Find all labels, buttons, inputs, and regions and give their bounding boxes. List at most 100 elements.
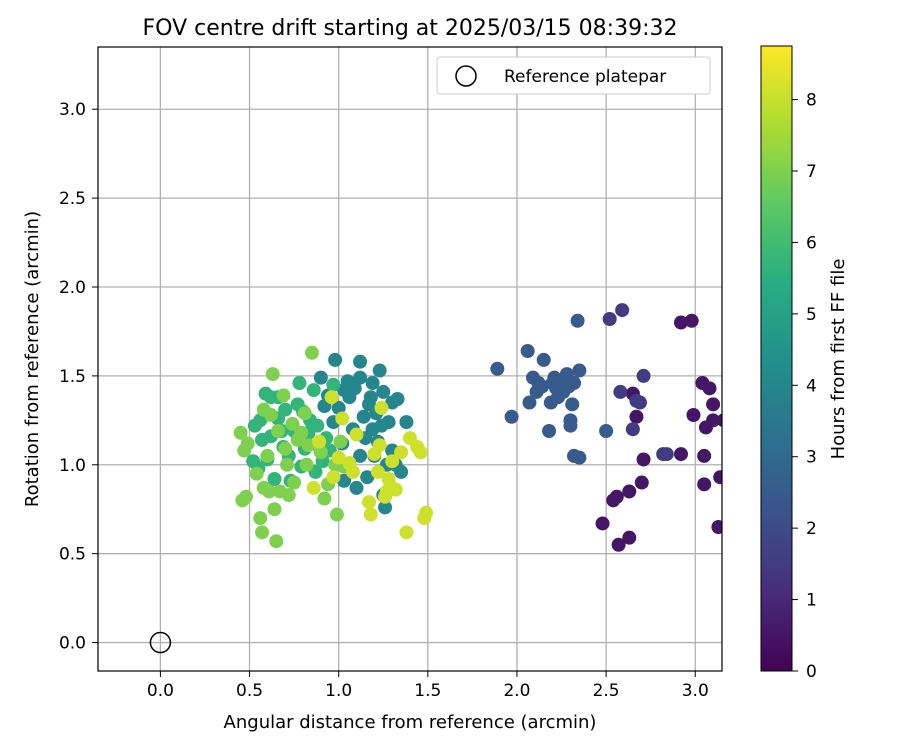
x-tick-label: 1.5 bbox=[414, 681, 441, 701]
x-tick-label: 0.5 bbox=[236, 681, 263, 701]
data-point bbox=[522, 395, 537, 410]
x-tick-label: 3.0 bbox=[682, 681, 709, 701]
data-point bbox=[312, 434, 327, 449]
data-point bbox=[324, 390, 339, 405]
data-point bbox=[636, 368, 651, 383]
data-point bbox=[353, 354, 368, 369]
colorbar-tick-label: 4 bbox=[806, 376, 817, 396]
colorbar-tick-label: 8 bbox=[806, 91, 817, 111]
data-point bbox=[636, 452, 651, 467]
data-point bbox=[599, 424, 614, 438]
data-point bbox=[385, 454, 400, 469]
data-point bbox=[285, 416, 300, 431]
data-point bbox=[365, 376, 380, 390]
data-point bbox=[287, 475, 302, 490]
data-point bbox=[609, 489, 624, 504]
colorbar-ticks: 0 1 2 3 4 5 6 7 8 bbox=[792, 91, 817, 682]
data-point bbox=[565, 397, 580, 412]
data-point bbox=[255, 432, 270, 447]
data-point bbox=[698, 420, 713, 435]
data-point bbox=[611, 537, 626, 552]
data-point bbox=[262, 484, 277, 499]
plot-frame bbox=[97, 46, 723, 672]
data-point bbox=[370, 464, 385, 479]
data-point bbox=[249, 466, 264, 481]
colorbar: 0 1 2 3 4 5 6 7 8 Hours from first FF file bbox=[760, 45, 849, 682]
data-point bbox=[378, 500, 393, 515]
data-point bbox=[267, 472, 282, 486]
data-point bbox=[269, 534, 284, 549]
data-point bbox=[331, 450, 346, 465]
data-point bbox=[419, 505, 434, 520]
data-point bbox=[299, 457, 314, 472]
data-point bbox=[613, 384, 628, 399]
data-point bbox=[292, 376, 307, 390]
data-point bbox=[399, 525, 414, 540]
data-point bbox=[556, 384, 571, 399]
data-point bbox=[372, 363, 387, 378]
data-point bbox=[490, 361, 505, 376]
data-point bbox=[306, 480, 321, 495]
y-tick-label: 3.0 bbox=[59, 100, 86, 120]
data-point bbox=[542, 424, 557, 438]
grid-lines bbox=[98, 47, 722, 671]
colorbar-tick-label: 1 bbox=[806, 591, 817, 611]
legend-box bbox=[436, 56, 711, 95]
x-tick-label: 2.5 bbox=[593, 681, 620, 701]
data-point bbox=[240, 436, 255, 451]
data-point bbox=[536, 352, 551, 367]
data-point bbox=[629, 393, 644, 408]
data-point bbox=[356, 409, 371, 424]
y-tick-label: 0.5 bbox=[59, 545, 86, 565]
data-point bbox=[374, 400, 389, 415]
data-point bbox=[622, 530, 637, 545]
data-point bbox=[702, 381, 717, 396]
data-point bbox=[265, 367, 280, 382]
data-point bbox=[686, 408, 701, 422]
data-point bbox=[374, 418, 389, 433]
data-point bbox=[595, 516, 610, 531]
data-point bbox=[625, 422, 640, 437]
data-point bbox=[673, 315, 688, 330]
data-point bbox=[390, 392, 405, 406]
y-axis-ticks: 0.0 0.5 1.0 1.5 2.0 2.5 3.0 bbox=[59, 100, 98, 654]
data-point bbox=[379, 484, 394, 499]
data-point bbox=[256, 402, 271, 417]
data-point bbox=[394, 464, 409, 479]
y-tick-label: 0.0 bbox=[59, 634, 86, 654]
data-point bbox=[572, 450, 587, 465]
colorbar-tick-label: 2 bbox=[806, 519, 817, 539]
data-point bbox=[337, 473, 352, 488]
data-point bbox=[326, 470, 341, 485]
data-point bbox=[247, 418, 262, 433]
data-point bbox=[353, 448, 368, 463]
data-point bbox=[697, 477, 712, 492]
data-point bbox=[297, 406, 312, 421]
data-point bbox=[335, 411, 350, 426]
data-point bbox=[278, 402, 293, 417]
data-point bbox=[349, 427, 364, 442]
data-point bbox=[313, 370, 328, 385]
data-point bbox=[276, 388, 291, 403]
y-tick-label: 2.5 bbox=[59, 189, 86, 209]
data-point bbox=[304, 345, 319, 360]
data-point bbox=[294, 425, 309, 440]
data-point bbox=[394, 445, 409, 460]
legend-entry-reference: Reference platepar bbox=[504, 67, 666, 87]
x-tick-label: 2.0 bbox=[503, 681, 530, 701]
y-tick-label: 1.5 bbox=[59, 367, 86, 387]
data-point bbox=[342, 390, 357, 405]
data-point bbox=[372, 438, 387, 453]
data-point bbox=[329, 507, 344, 522]
data-point bbox=[260, 448, 275, 463]
data-point bbox=[547, 370, 562, 385]
data-point bbox=[233, 425, 248, 440]
legend: Reference platepar bbox=[436, 56, 711, 95]
data-point bbox=[313, 445, 328, 460]
data-point bbox=[342, 456, 357, 470]
data-point bbox=[567, 376, 582, 390]
data-point bbox=[238, 489, 253, 504]
data-point bbox=[363, 390, 378, 405]
data-point bbox=[253, 511, 268, 526]
